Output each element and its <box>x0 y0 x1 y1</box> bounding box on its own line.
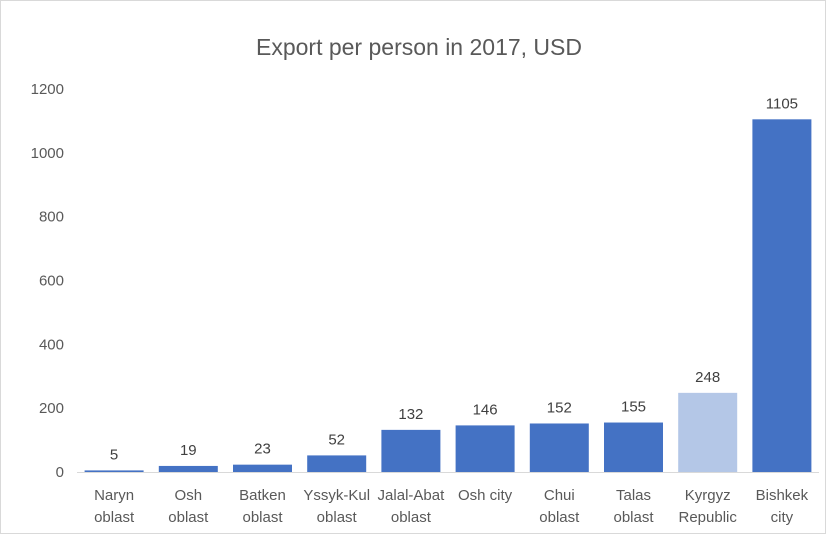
data-label: 52 <box>328 431 345 448</box>
x-category-label: Jalal-Abat <box>378 487 446 504</box>
x-category-label: oblast <box>613 509 654 526</box>
x-category-label: oblast <box>242 509 283 526</box>
y-axis: 0 200 400 600 800 1000 1200 <box>31 81 64 481</box>
bar <box>233 464 292 472</box>
x-category-label: Osh <box>175 487 203 504</box>
data-label: 146 <box>473 401 498 418</box>
data-label: 152 <box>547 399 572 416</box>
y-tick-label: 0 <box>56 464 64 481</box>
bar-series <box>84 119 812 472</box>
x-category-label: Batken <box>239 487 286 504</box>
bar <box>752 119 812 472</box>
x-category-label: Talas <box>616 487 651 504</box>
x-category-label: Naryn <box>94 487 134 504</box>
bar <box>455 425 515 472</box>
x-category-label: Yssyk-Kul <box>303 487 370 504</box>
x-category-label: oblast <box>539 509 580 526</box>
x-category-label: city <box>771 509 794 526</box>
bar <box>678 392 738 472</box>
x-category-label: oblast <box>94 509 135 526</box>
x-category-label: Osh city <box>458 487 513 504</box>
bar <box>381 429 441 472</box>
data-label: 248 <box>695 369 720 386</box>
data-labels: 5 19 23 52 132 146 152 155 248 1105 <box>110 95 798 463</box>
y-tick-label: 1200 <box>31 81 64 98</box>
x-category-label: oblast <box>317 509 358 526</box>
data-label: 19 <box>180 442 197 459</box>
bar <box>307 455 367 472</box>
data-label: 1105 <box>766 95 798 112</box>
bar <box>604 422 663 472</box>
x-category-label: Chui <box>544 487 575 504</box>
data-label: 5 <box>110 446 118 463</box>
x-category-label: oblast <box>391 509 432 526</box>
data-label: 155 <box>621 399 646 416</box>
bar <box>84 470 144 472</box>
y-tick-label: 1000 <box>31 145 64 162</box>
x-category-label: oblast <box>168 509 209 526</box>
data-label: 132 <box>398 406 423 423</box>
y-tick-label: 400 <box>39 336 64 353</box>
y-tick-label: 600 <box>39 273 64 290</box>
x-category-label: Kyrgyz <box>685 487 731 504</box>
x-category-label: Bishkek <box>756 487 809 504</box>
bar <box>158 465 218 472</box>
x-category-label: Republic <box>679 509 738 526</box>
y-tick-label: 200 <box>39 400 64 417</box>
data-label: 23 <box>254 441 271 458</box>
x-axis-categories: Naryn oblast Osh oblast Batken oblast Yssyk-Ku… <box>94 487 809 526</box>
y-tick-label: 800 <box>39 209 64 226</box>
bar <box>529 423 589 472</box>
chart-title: Export per person in 2017, USD <box>256 34 582 60</box>
